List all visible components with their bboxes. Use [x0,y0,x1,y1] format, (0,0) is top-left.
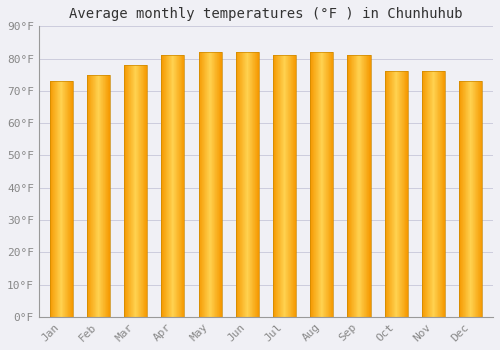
Bar [87,75,110,317]
Bar [422,71,445,317]
Bar [162,55,184,317]
Bar [50,81,72,317]
Bar [384,71,408,317]
Bar [236,52,259,317]
Bar [310,52,334,317]
Title: Average monthly temperatures (°F ) in Chunhuhub: Average monthly temperatures (°F ) in Ch… [69,7,462,21]
Bar [124,65,147,317]
Bar [273,55,296,317]
Bar [459,81,482,317]
Bar [198,52,222,317]
Bar [348,55,370,317]
